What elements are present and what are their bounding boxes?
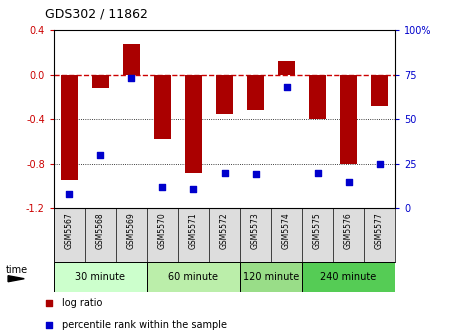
Point [345, 179, 352, 184]
Text: GSM5570: GSM5570 [158, 213, 167, 249]
Text: 120 minute: 120 minute [243, 272, 299, 282]
Text: GSM5576: GSM5576 [344, 213, 353, 249]
Bar [240, 262, 302, 292]
Point [128, 76, 135, 81]
Bar [309, 75, 326, 119]
Bar [123, 44, 140, 75]
Text: 240 minute: 240 minute [321, 272, 377, 282]
Text: GDS302 / 11862: GDS302 / 11862 [45, 7, 148, 20]
Point [221, 170, 228, 175]
Text: GSM5568: GSM5568 [96, 213, 105, 249]
Bar [216, 75, 233, 114]
Point [159, 184, 166, 190]
Point [283, 85, 290, 90]
Point [190, 186, 197, 192]
Point [97, 152, 104, 158]
Bar [61, 75, 78, 180]
Bar [371, 75, 388, 106]
Text: GSM5569: GSM5569 [127, 213, 136, 249]
Text: 60 minute: 60 minute [168, 272, 219, 282]
Text: GSM5571: GSM5571 [189, 213, 198, 249]
Bar [302, 262, 395, 292]
Bar [185, 75, 202, 173]
Point [252, 172, 259, 177]
Text: percentile rank within the sample: percentile rank within the sample [62, 320, 227, 330]
Text: log ratio: log ratio [62, 298, 102, 308]
Text: GSM5567: GSM5567 [65, 213, 74, 249]
Point [66, 192, 73, 197]
Point [376, 161, 383, 166]
Text: GSM5572: GSM5572 [220, 213, 229, 249]
Polygon shape [8, 276, 24, 282]
Bar [247, 75, 264, 110]
Text: GSM5573: GSM5573 [251, 213, 260, 249]
Bar [340, 75, 357, 164]
Text: GSM5574: GSM5574 [282, 213, 291, 249]
Point [314, 170, 321, 175]
Text: time: time [5, 265, 27, 275]
Bar [278, 61, 295, 75]
Bar [154, 75, 171, 139]
Bar [92, 75, 109, 88]
Point [45, 323, 52, 328]
Text: GSM5575: GSM5575 [313, 213, 322, 249]
Point [45, 301, 52, 306]
Text: 30 minute: 30 minute [75, 272, 125, 282]
Text: GSM5577: GSM5577 [375, 213, 384, 249]
Bar [147, 262, 240, 292]
Bar [54, 262, 147, 292]
